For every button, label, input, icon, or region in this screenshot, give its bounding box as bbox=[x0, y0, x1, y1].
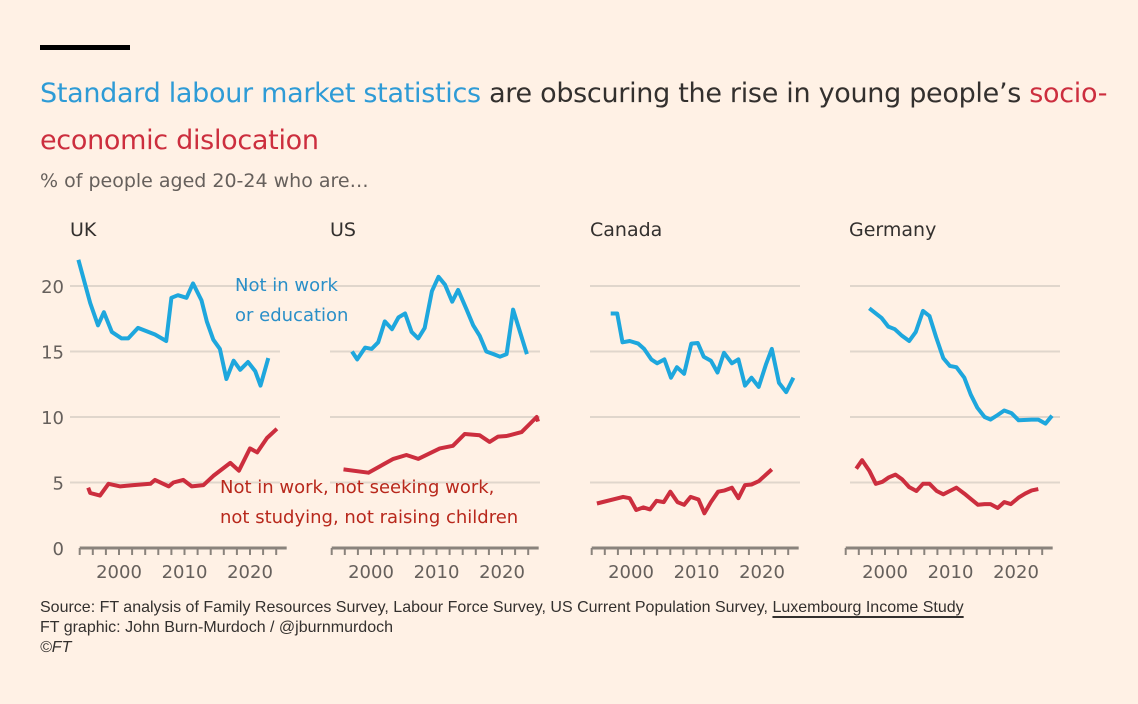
y-tick-label: 0 bbox=[53, 539, 64, 560]
panel-title: Germany bbox=[849, 219, 936, 241]
disconnected-line-germany bbox=[854, 458, 1039, 510]
x-tick-label: 2000 bbox=[608, 562, 654, 583]
y-tick-label: 10 bbox=[41, 408, 64, 429]
title-highlight-red: socio-economic dislocation bbox=[40, 78, 1108, 156]
footer: Source: FT analysis of Family Resources … bbox=[40, 598, 964, 658]
not-in-work-or-education-line-us bbox=[350, 274, 529, 362]
disconnected-line-canada bbox=[596, 467, 774, 516]
x-tick-label: 2000 bbox=[348, 562, 394, 583]
annotation-red-1: Not in work, not seeking work, bbox=[220, 477, 494, 498]
annotation-blue-1: Not in work bbox=[235, 275, 339, 296]
x-tick-label: 2010 bbox=[674, 562, 720, 583]
ft-header-bar bbox=[40, 45, 130, 50]
x-tick-label: 2010 bbox=[162, 562, 208, 583]
not-in-work-or-education-line-uk bbox=[76, 259, 271, 388]
x-tick-label: 2000 bbox=[96, 562, 142, 583]
not-in-work-or-education-line-germany bbox=[868, 306, 1054, 426]
annotation-blue-2: or education bbox=[235, 305, 348, 326]
panel-title: US bbox=[330, 219, 356, 241]
copyright: ©FT bbox=[40, 639, 72, 656]
panel-title: Canada bbox=[590, 219, 662, 241]
source-text: Source: FT analysis of Family Resources … bbox=[40, 599, 773, 616]
x-tick-label: 2010 bbox=[414, 562, 460, 583]
not-in-work-or-education-line-canada bbox=[610, 311, 796, 395]
y-tick-label: 5 bbox=[53, 474, 64, 495]
y-tick-label: 20 bbox=[41, 277, 64, 298]
title-middle: are obscuring the rise in young people’s bbox=[480, 78, 1030, 109]
x-tick-label: 2000 bbox=[862, 562, 908, 583]
source-link[interactable]: Luxembourg Income Study bbox=[772, 599, 964, 616]
title-highlight-blue: Standard labour market statistics bbox=[40, 78, 481, 109]
chart-title: Standard labour market statistics are ob… bbox=[40, 70, 1120, 164]
panel-title: UK bbox=[70, 219, 97, 241]
chart-subtitle: % of people aged 20-24 who are… bbox=[40, 170, 369, 192]
credit-line: FT graphic: John Burn-Murdoch / @jburnmu… bbox=[40, 619, 393, 636]
source-line: Source: FT analysis of Family Resources … bbox=[40, 598, 964, 618]
y-tick-label: 15 bbox=[41, 343, 64, 364]
disconnected-line-us bbox=[343, 415, 540, 475]
x-tick-label: 2020 bbox=[739, 562, 785, 583]
disconnected-line-uk bbox=[86, 427, 279, 498]
x-tick-label: 2020 bbox=[993, 562, 1039, 583]
x-tick-label: 2020 bbox=[227, 562, 273, 583]
annotation-red-2: not studying, not raising children bbox=[220, 507, 518, 528]
x-tick-label: 2010 bbox=[928, 562, 974, 583]
x-tick-label: 2020 bbox=[479, 562, 525, 583]
